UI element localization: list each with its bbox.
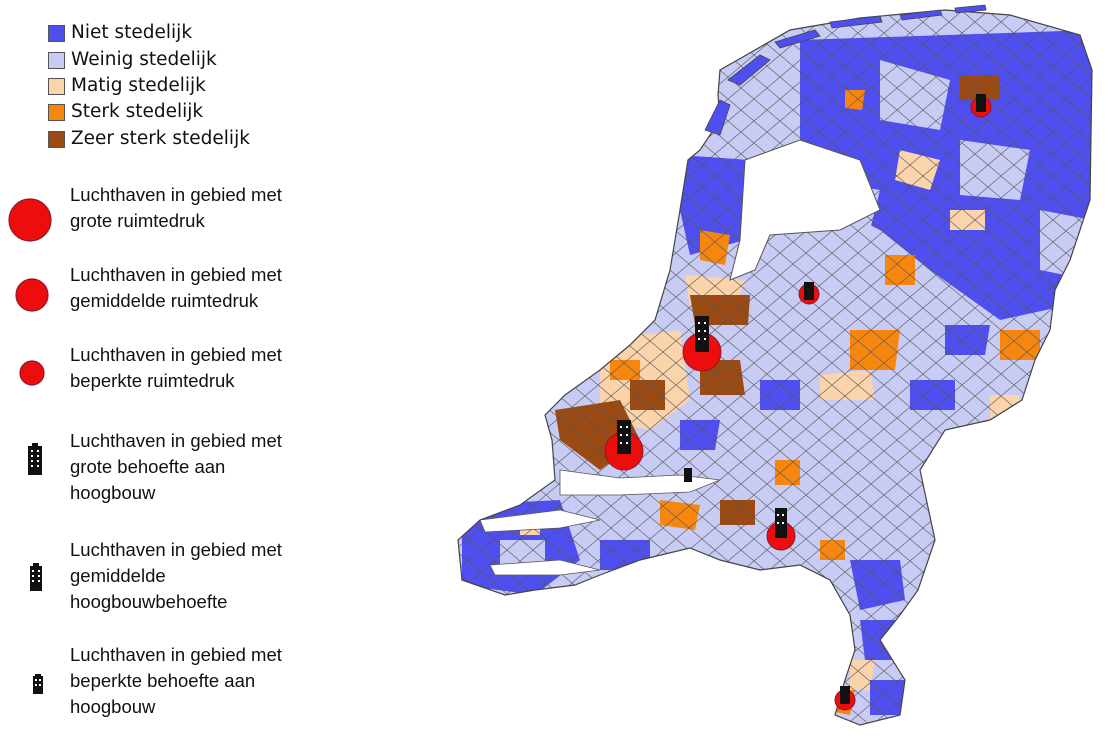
legend-class-zeer-sterk-stedelijk: Zeer sterk stedelijk <box>48 128 250 149</box>
legend-symbol-label: Luchthaven in gebied met beperkte ruimte… <box>70 342 282 394</box>
airport-groningen <box>970 94 992 118</box>
airport-maastricht <box>834 686 856 711</box>
legend: Niet stedelijk Weinig stedelijk Matig st… <box>0 0 340 745</box>
swatch-matig-stedelijk <box>48 77 65 95</box>
legend-class-label: Zeer sterk stedelijk <box>71 128 250 149</box>
symbol-line: Luchthaven in gebied met <box>70 344 282 365</box>
symbol-line: beperkte ruimtedruk <box>70 370 235 391</box>
symbol-line: Luchthaven in gebied met <box>70 184 282 205</box>
large-building-icon <box>28 443 42 475</box>
airport-rotterdam <box>604 420 644 471</box>
symbol-line: beperkte behoefte aan <box>70 670 256 691</box>
large-red-circle-icon <box>8 198 52 242</box>
symbol-line: Luchthaven in gebied met <box>70 644 282 665</box>
symbol-line: grote behoefte aan <box>70 456 226 477</box>
legend-symbol-label: Luchthaven in gebied met gemiddelde ruim… <box>70 262 282 314</box>
legend-class-niet-stedelijk: Niet stedelijk <box>48 22 193 43</box>
legend-class-label: Weinig stedelijk <box>71 49 217 70</box>
legend-class-sterk-stedelijk: Sterk stedelijk <box>48 101 204 122</box>
legend-symbol-label: Luchthaven in gebied met grote behoefte … <box>70 428 282 506</box>
municipalities <box>458 10 1092 725</box>
swatch-zeer-sterk-stedelijk <box>48 130 65 148</box>
medium-building-icon <box>30 563 42 591</box>
legend-symbol-label: Luchthaven in gebied met gemiddelde hoog… <box>70 537 282 615</box>
small-building-icon <box>33 674 43 694</box>
swatch-weinig-stedelijk <box>48 51 65 69</box>
legend-symbol-label: Luchthaven in gebied met grote ruimtedru… <box>70 182 282 234</box>
legend-class-label: Sterk stedelijk <box>71 101 204 122</box>
symbol-line: hoogbouwbehoefte <box>70 591 228 612</box>
legend-symbol-label: Luchthaven in gebied met beperkte behoef… <box>70 642 282 720</box>
airport-eindhoven <box>766 508 796 551</box>
symbol-line: hoogbouw <box>70 482 156 503</box>
swatch-sterk-stedelijk <box>48 103 65 121</box>
symbol-line: grote ruimtedruk <box>70 210 205 231</box>
water <box>479 139 881 576</box>
airport-schiphol <box>682 316 722 372</box>
symbol-line: hoogbouw <box>70 696 156 717</box>
legend-class-weinig-stedelijk: Weinig stedelijk <box>48 49 217 70</box>
airport-lelystad <box>798 282 820 305</box>
symbol-line: gemiddelde ruimtedruk <box>70 290 259 311</box>
small-red-circle-icon <box>19 360 45 386</box>
medium-red-circle-icon <box>15 278 49 312</box>
wadden-islands <box>704 4 987 136</box>
legend-class-matig-stedelijk: Matig stedelijk <box>48 75 206 96</box>
netherlands-map <box>457 4 1093 726</box>
small-building-marker <box>684 468 692 482</box>
legend-class-label: Niet stedelijk <box>71 22 193 43</box>
swatch-niet-stedelijk <box>48 24 65 42</box>
legend-class-label: Matig stedelijk <box>71 75 206 96</box>
symbol-line: Luchthaven in gebied met <box>70 430 282 451</box>
symbol-line: Luchthaven in gebied met <box>70 264 282 285</box>
symbol-line: Luchthaven in gebied met <box>70 539 282 560</box>
symbol-line: gemiddelde <box>70 565 166 586</box>
